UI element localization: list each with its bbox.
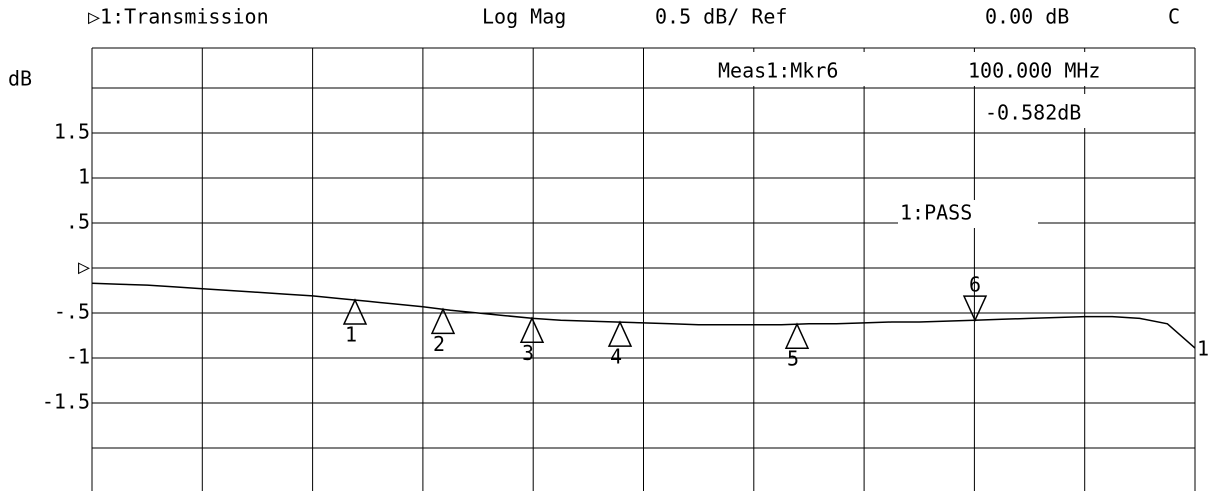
y-tick-label: 1.5 — [54, 120, 90, 144]
marker-label: 4 — [610, 345, 622, 369]
marker-symbol — [962, 295, 988, 322]
trace-name: ▷1:Transmission — [88, 5, 269, 29]
marker-name: Meas1:Mkr6 — [718, 59, 838, 83]
readout-bg — [700, 52, 1190, 86]
marker-symbol — [430, 307, 456, 335]
marker-label: 6 — [969, 273, 981, 297]
format: Log Mag — [482, 5, 566, 29]
marker-label: 1 — [345, 323, 357, 347]
limit-status: 1:PASS — [900, 201, 972, 225]
status-bg — [898, 200, 1038, 228]
y-tick-label: -.5 — [54, 300, 90, 324]
trace-label: 1 — [1197, 337, 1209, 361]
marker-symbol — [607, 320, 633, 347]
y-tick-label: 1 — [78, 165, 90, 189]
marker-symbol — [784, 322, 810, 349]
y-tick-label: -1.5 — [42, 390, 90, 414]
marker-stimulus: 100.000 MHz — [968, 59, 1100, 83]
marker-label: 5 — [787, 347, 799, 371]
scale: 0.5 dB/ Ref — [655, 5, 787, 29]
flag: C — [1168, 5, 1180, 29]
reference: 0.00 dB — [985, 5, 1069, 29]
y-tick-label: .5 — [66, 210, 90, 234]
readout-bg — [978, 94, 1178, 128]
trace — [91, 282, 1196, 349]
marker-symbol — [342, 298, 368, 325]
marker-response: -0.582dB — [985, 101, 1081, 125]
y-tick-label: ▷ — [78, 255, 90, 279]
y-tick-label: -1 — [66, 345, 90, 369]
marker-label: 2 — [433, 332, 445, 356]
y-axis-label: dB — [8, 67, 32, 91]
marker-label: 3 — [522, 341, 534, 365]
marker-symbol — [519, 316, 545, 344]
